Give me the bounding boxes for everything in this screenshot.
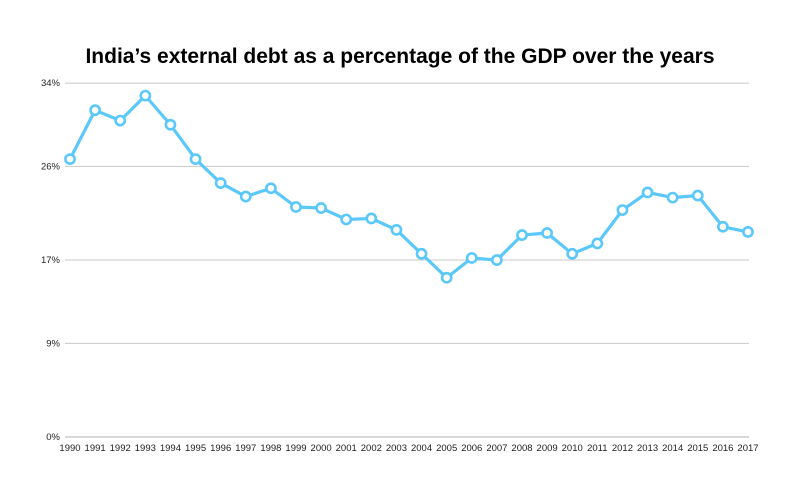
- x-tick-label: 2017: [737, 443, 758, 454]
- x-tick-label: 2000: [311, 443, 332, 454]
- x-tick-label: 1997: [235, 443, 256, 454]
- data-point-2017: [742, 226, 754, 238]
- x-tick-label: 2015: [687, 443, 708, 454]
- x-tick-label: 2008: [511, 443, 532, 454]
- grid-lines: [65, 82, 749, 438]
- data-point-2006: [465, 252, 478, 264]
- x-tick-label: 2010: [562, 443, 583, 454]
- chart-title: India’s external debt as a percentage of…: [85, 45, 715, 68]
- x-tick-label: 1990: [59, 443, 80, 454]
- data-point-1999: [290, 201, 302, 213]
- data-point-2001: [340, 213, 353, 226]
- data-point-2002: [365, 212, 378, 225]
- x-tick-label: 2004: [411, 443, 432, 454]
- x-tick-label: 1999: [285, 443, 306, 454]
- x-axis-ticks: 1990 1991 1992 1993 1994 1995 1996 1997 1998 1999…: [59, 443, 758, 454]
- series-layer: [64, 89, 754, 284]
- data-point-1990: [64, 153, 76, 166]
- x-tick-label: 2007: [486, 443, 507, 454]
- y-tick-label: 17%: [41, 255, 61, 266]
- x-tick-label: 2011: [587, 443, 607, 454]
- data-point-1996: [214, 177, 227, 189]
- x-tick-label: 1995: [185, 443, 206, 454]
- data-point-2011: [591, 237, 604, 250]
- data-point-1994: [164, 118, 177, 131]
- x-tick-label: 1992: [110, 443, 131, 454]
- x-tick-label: 2016: [712, 443, 733, 454]
- data-point-1995: [189, 153, 202, 166]
- data-point-2012: [616, 204, 629, 217]
- data-point-1998: [264, 182, 277, 195]
- x-tick-label: 2003: [386, 443, 407, 454]
- y-tick-label: 34%: [41, 78, 61, 89]
- y-axis-ticks: 0% 9% 17% 26% 34%: [41, 78, 61, 443]
- data-point-2013: [641, 186, 654, 199]
- x-tick-label: 1996: [210, 443, 231, 454]
- data-point-1997: [239, 190, 252, 203]
- series-line: [68, 94, 750, 280]
- data-point-2009: [541, 227, 554, 239]
- x-tick-label: 2009: [537, 443, 558, 454]
- x-tick-label: 2006: [461, 443, 482, 454]
- y-tick-label: 9%: [46, 338, 60, 349]
- data-point-1991: [89, 104, 102, 117]
- data-point-2014: [666, 191, 679, 204]
- x-tick-label: 1994: [160, 443, 181, 454]
- data-point-2004: [415, 247, 428, 260]
- data-point-2000: [315, 202, 328, 214]
- data-point-2007: [490, 254, 503, 266]
- x-tick-label: 2014: [662, 443, 683, 454]
- x-tick-label: 1991: [85, 443, 106, 454]
- x-tick-label: 2012: [612, 443, 633, 454]
- data-point-2016: [716, 220, 729, 233]
- y-tick-label: 0%: [46, 432, 60, 443]
- x-tick-label: 2001: [336, 443, 357, 454]
- data-point-2015: [691, 189, 704, 202]
- y-tick-label: 26%: [41, 161, 61, 172]
- data-point-2008: [516, 229, 528, 241]
- x-tick-label: 2013: [637, 443, 658, 454]
- data-point-2005: [440, 271, 453, 284]
- data-point-2010: [566, 247, 579, 260]
- x-tick-label: 2002: [361, 443, 382, 454]
- data-point-1993: [139, 89, 152, 102]
- x-tick-label: 2005: [436, 443, 457, 454]
- data-point-1992: [114, 114, 127, 127]
- data-point-2003: [390, 223, 403, 236]
- x-tick-label: 1998: [260, 443, 281, 454]
- x-tick-label: 1993: [135, 443, 156, 454]
